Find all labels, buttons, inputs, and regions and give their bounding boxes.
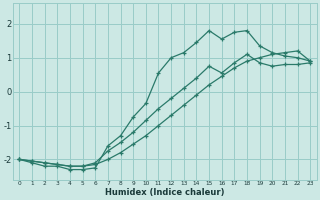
X-axis label: Humidex (Indice chaleur): Humidex (Indice chaleur) <box>105 188 225 197</box>
